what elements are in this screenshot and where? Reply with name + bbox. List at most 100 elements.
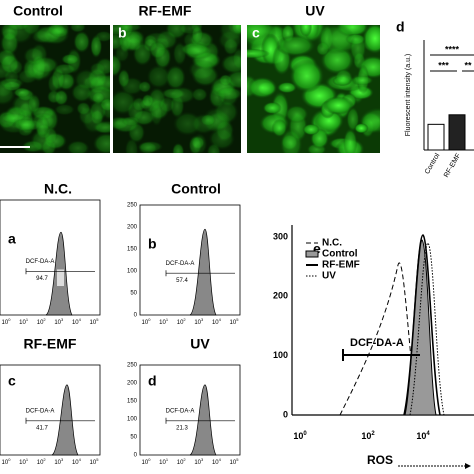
tick-exp: 1: [166, 457, 169, 462]
x-tick-label: 101: [159, 457, 169, 466]
tick-base: 10: [159, 460, 166, 466]
x-tick-label: 105: [90, 317, 100, 326]
tick-exp: 4: [219, 317, 222, 322]
cell: [49, 25, 70, 38]
cell: [12, 118, 37, 132]
curve-nc: [339, 262, 419, 416]
cell: [132, 41, 153, 66]
histograms: N.C.a100101102103104105DCF-DA-A94.7Contr…: [0, 181, 241, 466]
cell: [349, 33, 367, 63]
tick-base: 10: [37, 460, 44, 466]
bar: [427, 123, 445, 151]
cell: [73, 30, 91, 54]
y-tick-label: 150: [127, 247, 138, 253]
gate-label: DCF-DA-A: [26, 259, 55, 265]
tick-base: 10: [159, 320, 166, 326]
tick-exp: 4: [219, 457, 222, 462]
x-tick-label: 102: [177, 457, 187, 466]
cell: [275, 34, 316, 57]
cell: [47, 73, 60, 94]
cell: [225, 70, 241, 90]
tick-exp: 3: [61, 457, 64, 462]
tick-exp: 1: [166, 317, 169, 322]
x-tick-label: 103: [194, 457, 204, 466]
cell: [34, 114, 50, 138]
gate-value: 21.3: [176, 425, 188, 431]
cell: [99, 97, 110, 112]
y-tick-label: 150: [127, 399, 138, 405]
tick-base: 10: [2, 460, 9, 466]
cell: [92, 132, 110, 153]
cell: [247, 76, 278, 99]
x-tick-label: 101: [19, 317, 29, 326]
cell: [69, 25, 86, 33]
gate-value: 57.4: [176, 278, 188, 284]
cell: [121, 116, 141, 127]
cell: [172, 142, 185, 153]
panel-title: Control: [13, 3, 63, 19]
y-tick-label: 300: [273, 231, 288, 241]
plot-frame: [0, 364, 101, 456]
y-tick-label: 100: [127, 417, 138, 423]
cell: [148, 40, 167, 60]
cell: [74, 68, 99, 92]
cell: [271, 118, 288, 138]
cell: [27, 93, 41, 114]
micrographs: Control RF-EMF b UV c: [0, 3, 380, 153]
tick-base: 10: [293, 431, 303, 441]
cell: [299, 25, 313, 37]
cell: [91, 120, 110, 135]
histogram-curve: [189, 384, 217, 456]
histogram: UVd250200150100500100101102103104105DCF-…: [127, 336, 241, 466]
panel-letter: e: [313, 241, 321, 257]
x-tick-label: 102: [177, 317, 187, 326]
x-tick-label: 101: [19, 457, 29, 466]
tick-exp: 0: [303, 431, 307, 437]
cell: [150, 102, 163, 127]
tick-base: 10: [90, 460, 97, 466]
gate-label: DCF-DA-A: [350, 337, 404, 349]
gate-value: 41.7: [36, 425, 48, 431]
tick-exp: 2: [43, 457, 46, 462]
tick-exp: 2: [371, 431, 375, 437]
cell: [208, 127, 236, 150]
histogram-highlight: [57, 269, 64, 287]
cell: [262, 101, 282, 115]
tick-base: 10: [54, 320, 61, 326]
cell: [284, 104, 309, 124]
cell: [313, 108, 345, 133]
cell: [215, 86, 241, 101]
bar: [448, 114, 466, 151]
gate-label: DCF-DA-A: [166, 261, 195, 267]
micrograph: [0, 25, 110, 153]
cell: [188, 58, 217, 81]
tick-base: 10: [90, 320, 97, 326]
tick-base: 10: [72, 460, 79, 466]
cell: [9, 59, 24, 75]
cell: [138, 99, 154, 110]
cell: [183, 43, 214, 60]
cell: [61, 53, 80, 65]
y-tick-label: 200: [273, 291, 288, 301]
tick-base: 10: [416, 431, 426, 441]
tick-base: 10: [142, 320, 149, 326]
panel-title: N.C.: [44, 181, 72, 197]
panel-title: UV: [190, 336, 210, 352]
tick-base: 10: [212, 460, 219, 466]
tick-base: 10: [361, 431, 371, 441]
tick-base: 10: [194, 460, 201, 466]
x-tick-label: 105: [230, 317, 240, 326]
panel-title: RF-EMF: [24, 336, 77, 352]
tick-base: 10: [177, 320, 184, 326]
cell: [118, 25, 134, 39]
tick-base: 10: [177, 460, 184, 466]
tick-base: 10: [2, 320, 9, 326]
cell: [188, 135, 203, 153]
x-tick-label: 100: [2, 317, 12, 326]
cell: [191, 25, 204, 45]
x-tick-label: Control: [424, 152, 442, 175]
cell: [114, 44, 130, 63]
y-tick-label: 250: [127, 363, 138, 369]
